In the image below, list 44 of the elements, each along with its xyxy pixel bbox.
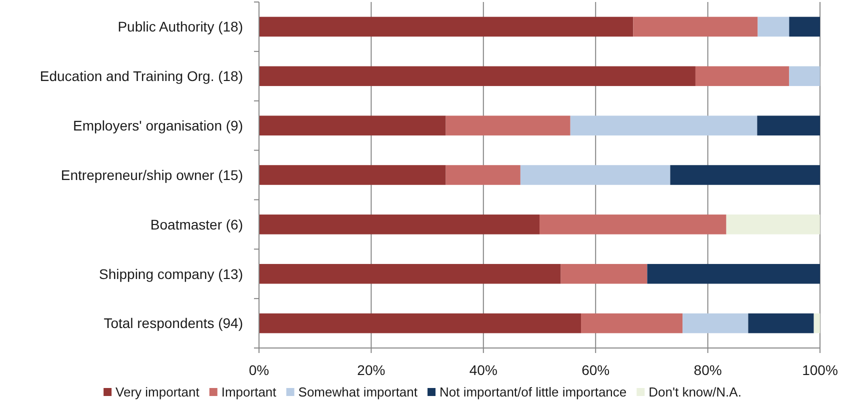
bar xyxy=(259,214,540,234)
bar xyxy=(758,16,790,37)
bar xyxy=(726,214,820,234)
bar xyxy=(446,116,570,136)
y-tick-label: Education and Training Org. (18) xyxy=(40,68,243,84)
bar xyxy=(259,264,561,284)
bar xyxy=(446,165,520,185)
bar xyxy=(682,313,748,334)
bar xyxy=(259,116,446,136)
bar xyxy=(570,116,758,136)
x-tick-label: 80% xyxy=(694,362,722,378)
legend-label: Somewhat important xyxy=(298,384,418,400)
y-tick-label: Boatmaster (6) xyxy=(150,216,243,232)
bar xyxy=(789,66,820,86)
y-tick-label: Total respondents (94) xyxy=(104,315,243,332)
bar xyxy=(259,66,696,86)
x-tick-label: 40% xyxy=(469,362,498,378)
bar xyxy=(789,16,820,37)
bar xyxy=(581,313,683,334)
y-tick-label: Public Authority (18) xyxy=(118,18,243,35)
bar xyxy=(757,116,820,136)
y-tick-label: Shipping company (13) xyxy=(99,266,243,282)
bar xyxy=(647,264,820,284)
bar xyxy=(259,16,634,37)
y-tick-label: Entrepreneur/ship owner (15) xyxy=(60,166,243,183)
legend-label: Important xyxy=(221,384,277,400)
bar xyxy=(670,165,820,185)
x-tick-label: 0% xyxy=(248,362,270,378)
x-tick-label: 60% xyxy=(582,362,610,378)
x-tick-label: 20% xyxy=(357,362,386,378)
bar xyxy=(259,313,582,334)
x-tick-label: 100% xyxy=(802,362,838,378)
y-tick-label: Employers' organisation (9) xyxy=(73,117,243,134)
legend-label: Don't know/N.A. xyxy=(648,384,742,400)
bar xyxy=(748,313,814,334)
legend-label: Very important xyxy=(116,384,200,400)
bar xyxy=(259,165,446,185)
bar xyxy=(560,264,648,284)
bar xyxy=(695,66,790,86)
bar xyxy=(633,16,758,37)
bar xyxy=(540,214,726,234)
legend-label: Not important/of little importance xyxy=(440,384,627,400)
bar xyxy=(520,165,670,185)
bar xyxy=(814,313,820,334)
